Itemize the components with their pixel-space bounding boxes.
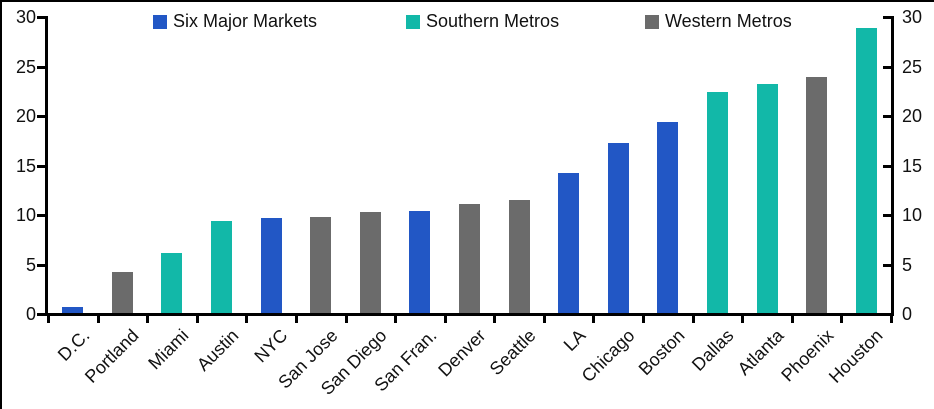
y-tick-label-right: 5 <box>902 254 913 275</box>
y-tick-right <box>883 313 891 316</box>
y-tick-left <box>37 115 45 118</box>
x-tick <box>691 316 695 323</box>
y-tick-label-right: 20 <box>902 106 923 126</box>
y-tick-left <box>37 214 45 217</box>
bar-chicago <box>608 143 629 313</box>
y-axis-left-spine <box>45 16 48 316</box>
legend-item-six: Six Major Markets <box>153 11 317 32</box>
bar-dallas <box>707 92 728 313</box>
x-tick <box>245 316 249 323</box>
bar-nyc <box>261 218 282 313</box>
y-tick-right <box>883 164 891 168</box>
y-tick-label-left: 30 <box>15 7 36 27</box>
x-tick-label: Miami <box>144 325 193 374</box>
legend-label: Southern Metros <box>426 11 560 31</box>
x-tick-label: Austin <box>192 325 242 375</box>
x-tick <box>443 316 447 323</box>
x-tick <box>146 316 150 323</box>
x-tick-label: Houston <box>825 325 887 387</box>
x-tick-label: Portland <box>81 325 143 387</box>
bar-houston <box>856 28 877 313</box>
y-tick-left <box>37 263 45 267</box>
bar-miami <box>161 253 182 313</box>
legend-swatch-western-icon <box>645 14 659 29</box>
y-tick-left <box>37 16 45 19</box>
bar-seattle <box>509 200 530 313</box>
legend-swatch-six-icon <box>153 14 167 29</box>
y-tick-label-left: 5 <box>25 254 36 275</box>
x-tick <box>642 316 646 323</box>
x-tick <box>195 316 199 323</box>
y-tick-left <box>37 65 45 69</box>
y-tick-right <box>883 115 891 118</box>
y-tick-label-right: 15 <box>902 155 923 176</box>
x-tick <box>542 316 546 323</box>
x-tick <box>493 316 497 323</box>
bar-san-diego <box>360 212 381 313</box>
bar-san-jose <box>310 217 331 313</box>
x-tick <box>96 316 100 323</box>
bar-atlanta <box>757 84 778 313</box>
y-tick-label-left: 20 <box>15 106 36 126</box>
y-tick-right <box>883 214 891 217</box>
x-tick-label: Seattle <box>485 325 540 380</box>
legend-swatch-southern-icon <box>406 14 420 29</box>
x-tick-label: D.C. <box>53 325 94 365</box>
y-tick-label-left: 0 <box>25 304 36 324</box>
x-tick <box>394 316 398 323</box>
x-tick-label: Boston <box>634 325 689 380</box>
bar-san-fran- <box>409 211 430 313</box>
bar-portland <box>112 272 133 313</box>
legend-item-southern: Southern Metros <box>406 11 559 32</box>
y-tick-label-right: 0 <box>902 304 913 324</box>
x-tick <box>592 316 596 323</box>
legend-item-western: Western Metros <box>645 11 792 32</box>
x-tick <box>47 316 50 323</box>
y-tick-label-right: 10 <box>902 205 923 225</box>
x-tick <box>344 316 348 323</box>
bar-la <box>558 173 579 313</box>
legend-label: Western Metros <box>665 11 792 31</box>
x-tick-label: NYC <box>250 325 292 367</box>
y-tick-right <box>883 16 891 19</box>
x-tick <box>840 316 844 323</box>
x-tick <box>741 316 745 323</box>
y-tick-left <box>37 164 45 168</box>
x-tick-label: LA <box>559 325 590 356</box>
y-tick-right <box>883 65 891 69</box>
bar-austin <box>211 221 232 313</box>
x-tick-label: Chicago <box>577 325 639 387</box>
y-tick-label-left: 10 <box>15 205 36 225</box>
x-axis-line <box>45 313 894 316</box>
x-tick <box>294 316 298 323</box>
x-tick-label: Dallas <box>688 325 738 375</box>
x-tick <box>790 316 794 323</box>
bar-denver <box>459 204 480 313</box>
bar-boston <box>657 122 678 313</box>
x-tick-label: Denver <box>434 325 490 381</box>
y-tick-label-right: 25 <box>902 56 923 77</box>
x-tick <box>890 316 893 323</box>
y-tick-left <box>37 313 45 316</box>
y-axis-right-spine <box>891 16 894 316</box>
bar-d-c- <box>62 307 83 313</box>
y-tick-label-left: 15 <box>15 155 36 176</box>
y-tick-label-right: 30 <box>902 7 923 27</box>
y-tick-right <box>883 263 891 267</box>
legend-label: Six Major Markets <box>173 11 318 31</box>
bar-phoenix <box>806 77 827 313</box>
y-tick-label-left: 25 <box>15 56 36 77</box>
